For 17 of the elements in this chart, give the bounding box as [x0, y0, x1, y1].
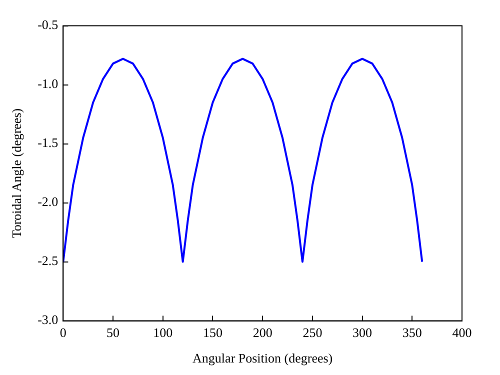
- x-tick-label: 200: [252, 325, 272, 340]
- y-tick-label: -2.5: [38, 253, 58, 268]
- x-tick-label: 100: [153, 325, 173, 340]
- x-tick-label: 150: [202, 325, 222, 340]
- x-tick-label: 0: [60, 325, 66, 340]
- x-tick-label: 400: [452, 325, 472, 340]
- x-tick-label: 50: [106, 325, 120, 340]
- y-tick-label: -2.0: [38, 194, 58, 210]
- y-tick-label: -0.5: [38, 17, 58, 32]
- y-axis-title: Toroidal Angle (degrees): [9, 108, 24, 238]
- x-axis-title: Angular Position (degrees): [192, 350, 333, 366]
- x-tick-label: 250: [302, 325, 322, 340]
- y-tick-label: -3.0: [38, 312, 58, 328]
- y-tick-label: -1.5: [38, 135, 58, 150]
- x-tick-label: 300: [352, 325, 372, 340]
- y-tick-label: -1.0: [38, 76, 58, 92]
- x-tick-label: 350: [402, 325, 422, 340]
